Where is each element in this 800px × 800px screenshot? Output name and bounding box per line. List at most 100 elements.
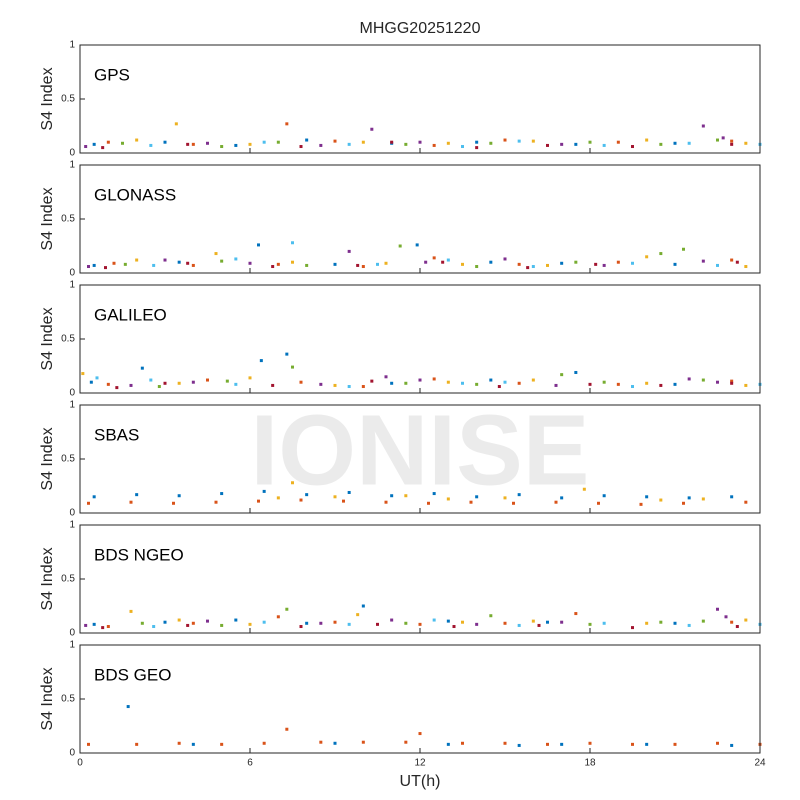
point bbox=[724, 615, 728, 619]
point bbox=[560, 496, 564, 500]
point bbox=[305, 138, 309, 142]
point bbox=[744, 500, 748, 504]
point bbox=[333, 620, 337, 624]
point bbox=[177, 494, 181, 498]
point bbox=[356, 263, 360, 267]
point bbox=[191, 621, 195, 625]
x-tick-label: 6 bbox=[247, 758, 253, 769]
point bbox=[701, 259, 705, 263]
point bbox=[135, 742, 139, 746]
point bbox=[645, 255, 649, 259]
point bbox=[730, 142, 734, 146]
y-tick-label: 1 bbox=[69, 400, 75, 411]
point bbox=[347, 490, 351, 494]
point bbox=[659, 620, 663, 624]
point bbox=[531, 619, 535, 623]
point bbox=[361, 265, 365, 269]
y-tick-label: 0.5 bbox=[61, 694, 75, 705]
panel-label: BDS GEO bbox=[94, 665, 171, 684]
point bbox=[276, 496, 280, 500]
point bbox=[659, 498, 663, 502]
axes-background bbox=[80, 405, 760, 513]
point bbox=[446, 742, 450, 746]
point bbox=[305, 621, 309, 625]
point bbox=[390, 494, 394, 498]
y-axis-label: S4 Index bbox=[39, 307, 56, 370]
axes-box bbox=[79, 44, 761, 154]
point bbox=[560, 620, 564, 624]
point bbox=[333, 262, 337, 266]
point bbox=[687, 496, 691, 500]
point bbox=[259, 359, 263, 363]
point bbox=[427, 501, 430, 505]
point bbox=[582, 487, 586, 491]
y-tick-label: 1 bbox=[69, 280, 75, 291]
point bbox=[418, 140, 422, 144]
point bbox=[418, 378, 422, 382]
point bbox=[531, 139, 535, 143]
point bbox=[537, 623, 541, 627]
point bbox=[645, 742, 649, 746]
panel-label: GLONASS bbox=[94, 185, 176, 204]
point bbox=[574, 142, 578, 146]
axes-box bbox=[79, 524, 761, 634]
point bbox=[248, 261, 252, 265]
point bbox=[489, 378, 493, 382]
point bbox=[291, 481, 294, 485]
point bbox=[135, 258, 139, 262]
point bbox=[234, 257, 238, 261]
point bbox=[299, 380, 303, 384]
point bbox=[560, 373, 564, 377]
axes-background bbox=[80, 285, 760, 393]
point bbox=[376, 262, 379, 266]
point bbox=[262, 620, 266, 624]
panel-label: GPS bbox=[94, 65, 130, 84]
point bbox=[101, 146, 105, 150]
point bbox=[347, 249, 351, 253]
point bbox=[404, 381, 408, 385]
point bbox=[333, 495, 337, 499]
point bbox=[347, 622, 351, 626]
point bbox=[616, 382, 620, 386]
point bbox=[285, 607, 289, 611]
point bbox=[730, 258, 734, 262]
point bbox=[149, 143, 153, 147]
x-tick-label: 12 bbox=[414, 758, 426, 769]
point bbox=[319, 621, 323, 625]
point bbox=[659, 383, 663, 387]
point bbox=[659, 142, 663, 146]
point bbox=[115, 386, 119, 390]
point bbox=[106, 625, 110, 629]
point bbox=[347, 142, 351, 146]
point bbox=[446, 619, 450, 623]
point bbox=[503, 621, 507, 625]
axes-box bbox=[79, 404, 761, 514]
point bbox=[588, 382, 592, 386]
point bbox=[291, 365, 294, 369]
point bbox=[214, 252, 218, 256]
point bbox=[682, 501, 685, 505]
point bbox=[163, 381, 167, 385]
point bbox=[574, 612, 578, 616]
point bbox=[257, 243, 260, 247]
point bbox=[701, 378, 705, 382]
point bbox=[191, 742, 195, 746]
y-tick-label: 1 bbox=[69, 520, 75, 531]
point bbox=[92, 495, 96, 499]
axes-box bbox=[79, 284, 761, 394]
panel-label: SBAS bbox=[94, 425, 139, 444]
point bbox=[682, 247, 685, 251]
point bbox=[370, 379, 374, 383]
point bbox=[716, 741, 719, 745]
point bbox=[701, 497, 705, 501]
point bbox=[81, 372, 85, 376]
point bbox=[517, 262, 521, 266]
point bbox=[497, 385, 501, 389]
point bbox=[174, 122, 178, 126]
point bbox=[517, 139, 521, 143]
point bbox=[333, 383, 337, 387]
watermark: IONISE bbox=[251, 394, 590, 506]
point bbox=[418, 622, 422, 626]
point bbox=[503, 380, 507, 384]
